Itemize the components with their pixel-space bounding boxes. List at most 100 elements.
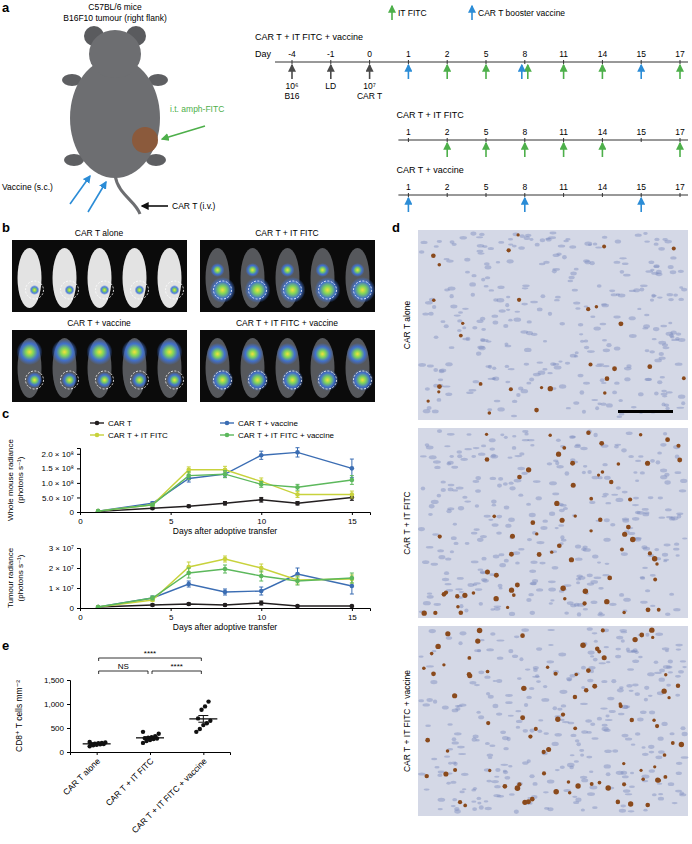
nucleus: [560, 766, 565, 769]
y-axis: 01 × 10⁷2 × 10⁷3 × 10⁷: [49, 544, 81, 613]
stained-cell: [446, 749, 450, 753]
nucleus: [661, 393, 668, 396]
tick-label: CAR T + IT FITC: [104, 756, 156, 808]
nucleus: [479, 805, 484, 809]
stained-cell: [628, 801, 633, 806]
schematic-label: i.t. amph-FITC: [170, 104, 224, 114]
stained-cell: [560, 518, 565, 523]
axis-line: [81, 609, 371, 612]
stained-cell: [455, 594, 459, 598]
stained-cell: [647, 364, 652, 369]
day-tick: [447, 60, 448, 64]
nucleus: [473, 447, 480, 449]
day-tick: [641, 193, 642, 197]
nucleus: [549, 602, 553, 605]
nucleus: [474, 649, 481, 652]
nucleus: [559, 322, 565, 326]
nucleus: [627, 668, 634, 671]
tick-label: CAR T alone: [61, 756, 102, 797]
nucleus: [488, 247, 494, 250]
nucleus: [580, 340, 584, 343]
nucleus: [653, 265, 659, 267]
nucleus: [506, 296, 510, 299]
tick-mark: [77, 568, 80, 569]
mouse-head: [89, 30, 141, 78]
stained-cell: [657, 778, 661, 782]
stained-cell: [534, 408, 539, 413]
nucleus: [628, 455, 634, 458]
nucleus: [425, 724, 431, 726]
axis-line: [71, 753, 231, 756]
stained-cell: [598, 781, 602, 785]
nucleus: [609, 710, 616, 713]
tick-mark: [150, 752, 151, 755]
nucleus: [508, 715, 514, 717]
stained-cell: [651, 636, 654, 639]
marker: [96, 509, 101, 512]
stained-cell: [605, 785, 610, 790]
stained-cell: [652, 556, 657, 561]
nucleus: [675, 694, 680, 697]
nucleus: [660, 325, 667, 327]
nucleus: [615, 498, 623, 502]
day-label: 14: [598, 182, 608, 192]
nucleus: [445, 362, 452, 366]
setup-label: LD: [325, 81, 336, 91]
axis-title: Tumour radiance: [6, 547, 15, 608]
nucleus: [471, 789, 476, 792]
nucleus: [660, 443, 666, 447]
figure-svg: abcdeC57BL/6 miceB16F10 tumour (right fl…: [0, 0, 692, 844]
nucleus: [603, 493, 609, 496]
stained-cell: [619, 704, 623, 708]
axis-line: [81, 513, 371, 516]
nucleus: [472, 738, 477, 742]
stained-cell: [526, 467, 531, 472]
nucleus: [477, 649, 481, 652]
arrow: [524, 143, 526, 157]
stained-cell: [485, 457, 490, 462]
data-point: [203, 704, 207, 708]
stained-cell: [453, 768, 457, 772]
setup-label: B16: [284, 91, 299, 101]
stained-cell: [641, 777, 645, 781]
significance-label: ****: [170, 662, 182, 671]
tick-mark: [203, 752, 204, 755]
signal: [97, 372, 113, 388]
bli-image: [12, 240, 187, 312]
nucleus: [618, 713, 625, 715]
day-tick: [680, 138, 681, 142]
arrow: [485, 143, 487, 157]
nucleus: [484, 285, 489, 287]
stained-cell: [664, 673, 667, 676]
nucleus: [567, 601, 574, 605]
nucleus: [452, 737, 457, 741]
nucleus: [452, 741, 459, 744]
nucleus: [557, 708, 562, 711]
nucleus: [614, 347, 621, 351]
tick: CAR T + IT FITC + vaccine: [130, 752, 209, 835]
nucleus: [673, 293, 678, 296]
nucleus: [548, 312, 552, 316]
nucleus: [461, 773, 469, 776]
nucleus: [532, 676, 540, 678]
nucleus: [630, 772, 634, 775]
nucleus: [536, 647, 542, 651]
marker: [186, 582, 191, 587]
axis-title: Day: [255, 49, 272, 59]
panel-label: b: [2, 220, 10, 235]
nucleus: [580, 390, 585, 394]
tick: 0: [60, 748, 70, 757]
day-tick: [447, 193, 448, 197]
error-bar: [151, 596, 155, 600]
nucleus: [524, 363, 529, 366]
nucleus: [554, 299, 560, 301]
stained-cell: [520, 715, 525, 720]
tumour-outline: [284, 281, 302, 299]
nucleus: [454, 315, 461, 317]
day-tick: [408, 60, 409, 64]
panel-label: d: [392, 220, 400, 235]
nucleus: [572, 796, 577, 798]
nucleus: [665, 612, 671, 616]
nucleus: [622, 734, 629, 738]
marker: [223, 501, 228, 506]
